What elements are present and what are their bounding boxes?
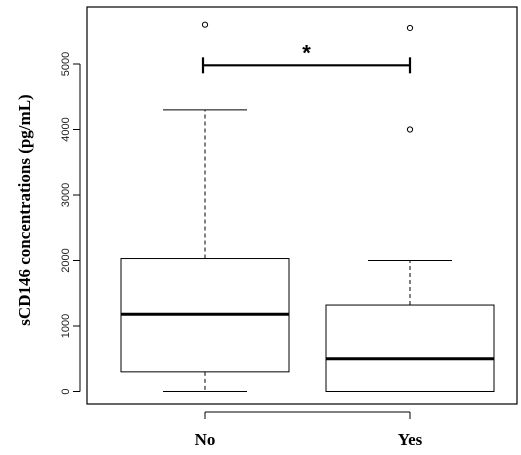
significance-layer: * bbox=[201, 40, 412, 74]
box-yes bbox=[325, 24, 495, 393]
y-tick-label: 3000 bbox=[60, 183, 72, 207]
y-tick-label: 4000 bbox=[60, 117, 72, 141]
y-tick-label: 1000 bbox=[60, 314, 72, 338]
y-tick-label: 5000 bbox=[60, 52, 72, 76]
x-tick-label: No bbox=[195, 430, 216, 449]
outlier-point bbox=[406, 24, 414, 32]
boxes-layer bbox=[120, 21, 495, 393]
outlier-point bbox=[406, 126, 414, 133]
box-no bbox=[120, 21, 290, 392]
y-axis: 0 1000 2000 3000 4000 5000 bbox=[60, 52, 81, 395]
plot-frame bbox=[86, 6, 518, 405]
y-tick-label: 2000 bbox=[60, 248, 72, 272]
box-iqr bbox=[325, 304, 495, 393]
x-tick-label: Yes bbox=[398, 430, 423, 449]
y-tick-label: 0 bbox=[60, 388, 72, 394]
significance-label: * bbox=[302, 40, 311, 65]
y-axis-label: sCD146 concentrations (pg/mL) bbox=[15, 94, 34, 325]
outlier-point bbox=[201, 21, 209, 28]
x-axis: No Yes bbox=[195, 411, 423, 449]
